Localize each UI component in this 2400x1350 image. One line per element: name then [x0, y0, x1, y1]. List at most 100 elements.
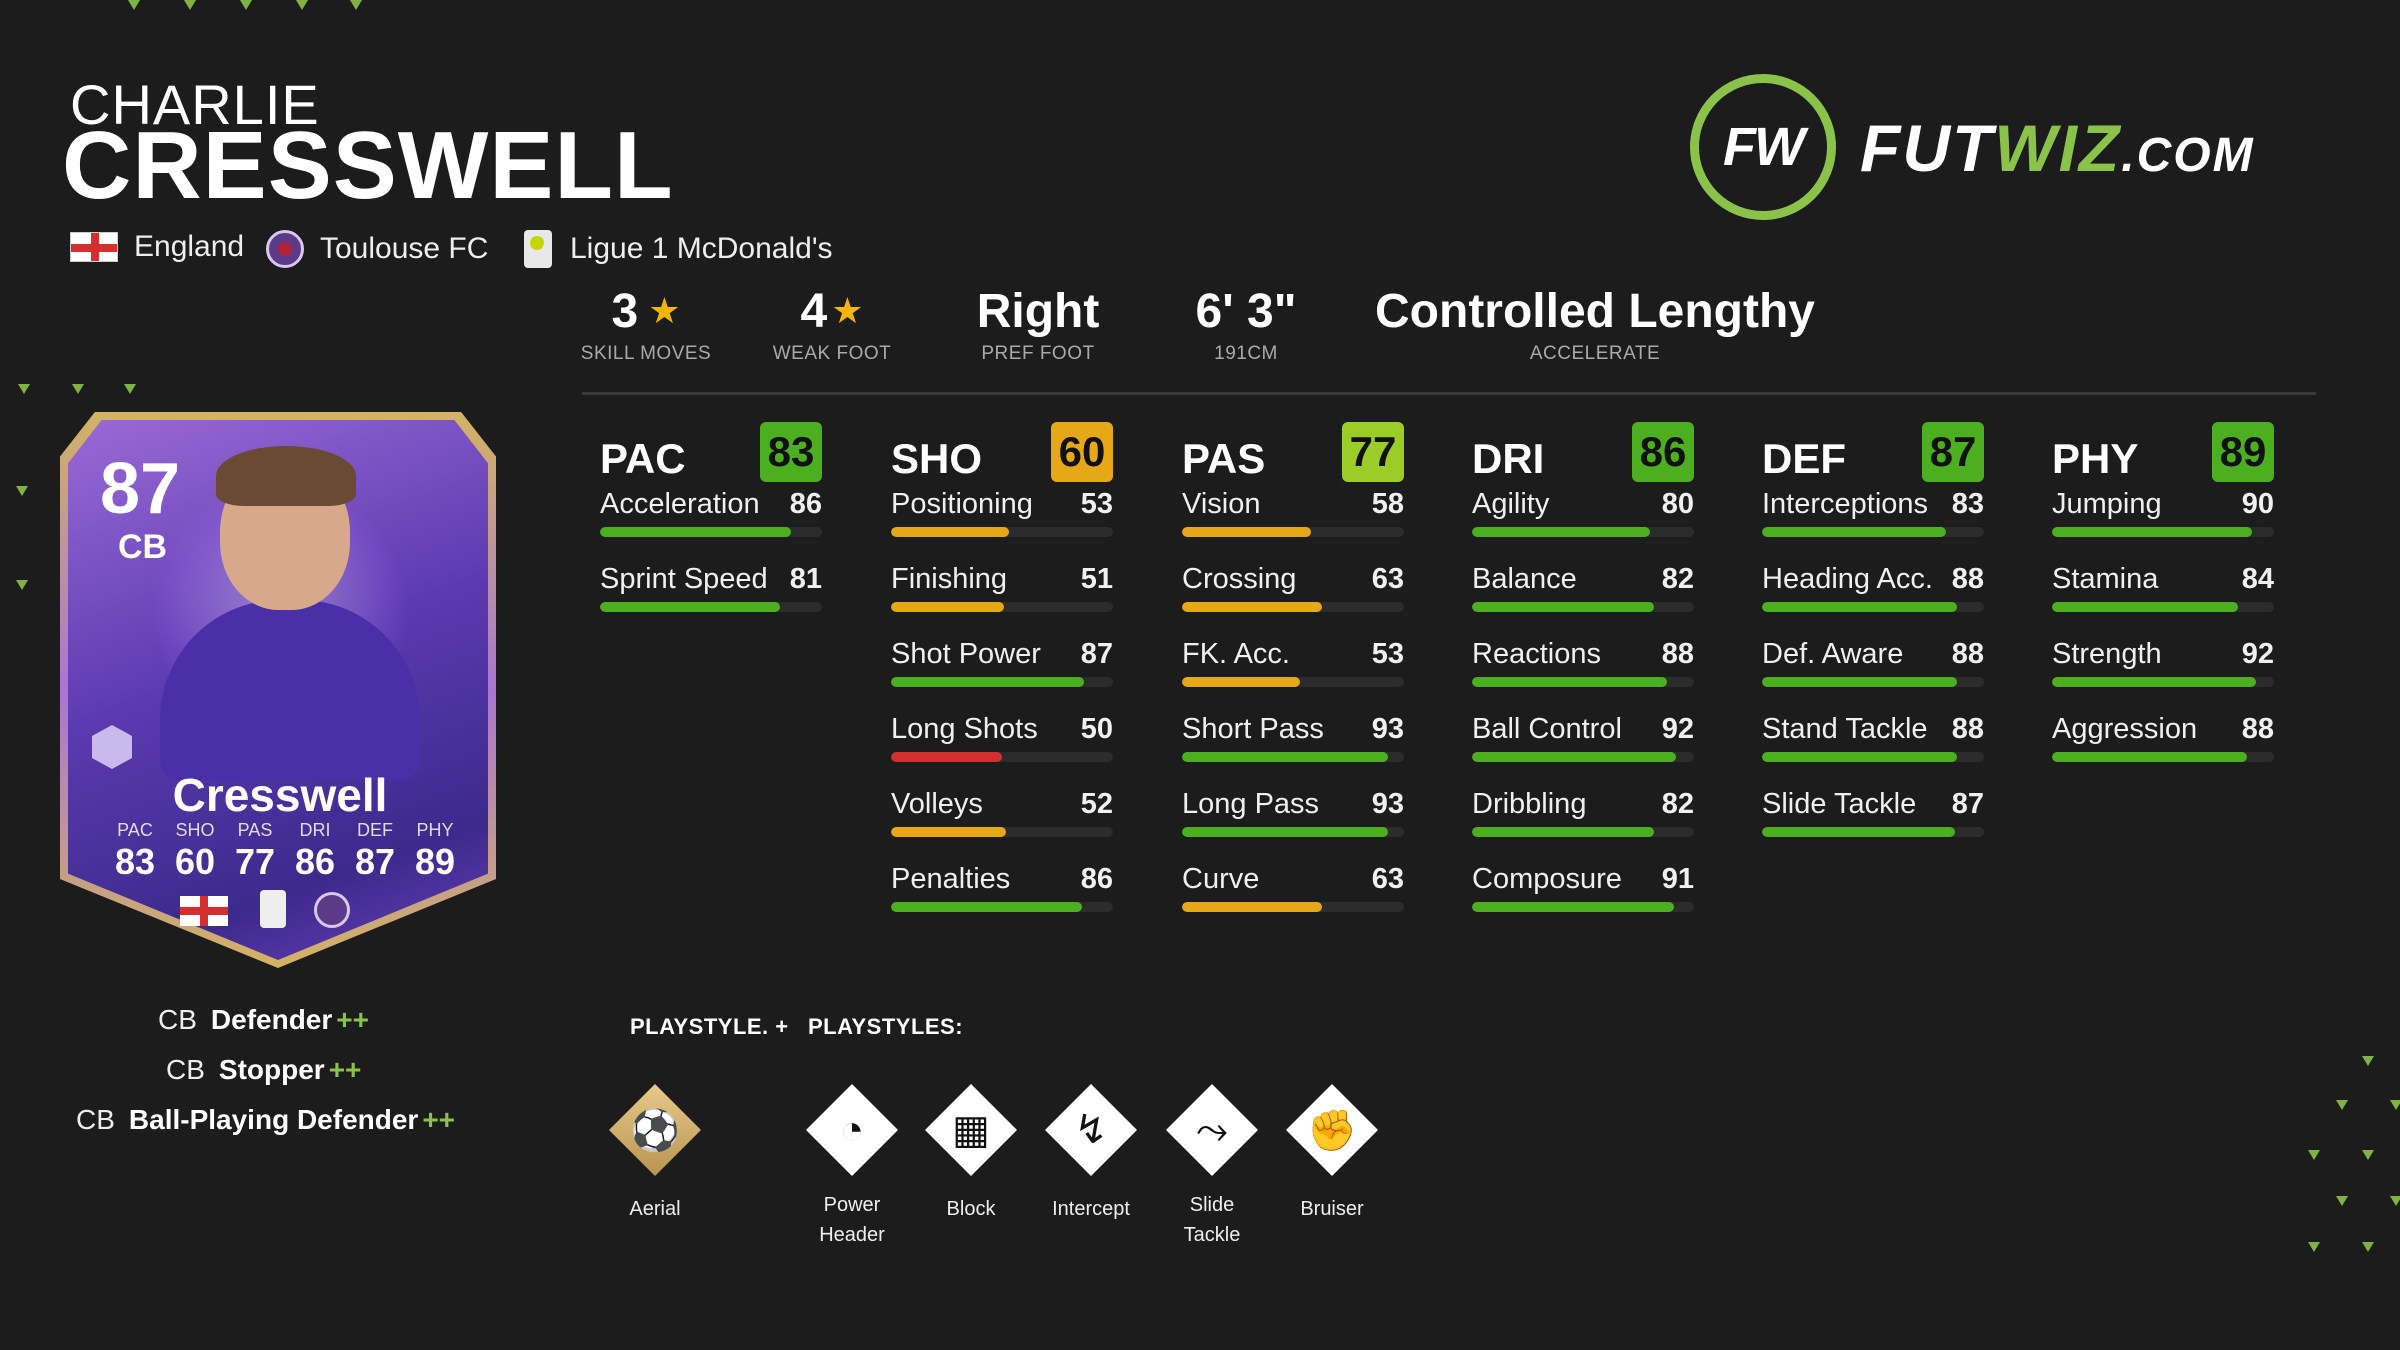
stat-column-header: SHO 60: [891, 422, 1113, 482]
block-icon: ▦: [925, 1084, 1017, 1176]
stat-label: Volleys: [891, 788, 983, 820]
player-first-name: CHARLIE: [70, 73, 320, 136]
stat-row: Strength 92: [2052, 638, 2274, 699]
stat-value: 92: [1661, 713, 1694, 745]
stat-value: 63: [1371, 563, 1404, 595]
height-info: 6' 3" 191CM: [1166, 284, 1326, 365]
stat-bar-fill: [1762, 752, 1958, 762]
stat-bar-track: [600, 527, 822, 537]
card-stat-pas: PAS 77: [234, 820, 276, 882]
stat-row: Interceptions 83: [1762, 488, 1984, 549]
stat-bar-track: [1182, 752, 1404, 762]
stat-bar-fill: [1472, 902, 1675, 912]
star-icon: ★: [831, 290, 864, 331]
card-england-flag-icon: [180, 896, 228, 926]
stat-column-dri: DRI 86 Agility 80 Balance 82 Reactions 88 Ball C…: [1472, 422, 1694, 924]
stat-bar-fill: [2052, 677, 2257, 687]
playstyle-block[interactable]: ▦ Block: [906, 1084, 1036, 1224]
playstyle-bruiser[interactable]: ✊ Bruiser: [1267, 1084, 1397, 1224]
stat-bar-fill: [1472, 752, 1677, 762]
card-stat-dri: DRI 86: [294, 820, 336, 882]
stat-column-pas: PAS 77 Vision 58 Crossing 63 FK. Acc. 53 Short P…: [1182, 422, 1404, 924]
stat-row: Heading Acc. 88: [1762, 563, 1984, 624]
stat-label: Slide Tackle: [1762, 788, 1917, 820]
stat-bar-fill: [1182, 827, 1389, 837]
card-rating: 87: [100, 449, 181, 529]
futwiz-logo-icon[interactable]: FW: [1690, 74, 1836, 220]
stat-value: 90: [2241, 488, 2274, 520]
stat-label: Interceptions: [1762, 488, 1929, 520]
stat-value: 81: [789, 563, 822, 595]
stat-row: Composure 91: [1472, 863, 1694, 924]
skill-moves-label: SKILL MOVES: [580, 343, 712, 364]
stat-bar-fill: [891, 527, 1009, 537]
stat-category-rating: 83: [760, 422, 822, 482]
stat-bar-track: [1182, 677, 1404, 687]
stat-bar-track: [891, 527, 1113, 537]
stat-label: Penalties: [891, 863, 1011, 895]
stat-bar-track: [1762, 827, 1984, 837]
stat-bar-track: [1762, 527, 1984, 537]
stat-bar-fill: [1182, 677, 1300, 687]
stat-value: 86: [789, 488, 822, 520]
playstyle-aerial[interactable]: ⚽ Aerial: [590, 1084, 720, 1224]
stat-bar-track: [2052, 602, 2274, 612]
stat-row: Jumping 90: [2052, 488, 2274, 549]
stat-bar-track: [2052, 527, 2274, 537]
stat-column-sho: SHO 60 Positioning 53 Finishing 51 Shot Power 8…: [891, 422, 1113, 924]
stat-category-rating: 77: [1342, 422, 1404, 482]
accelerate-value: Controlled Lengthy: [1375, 285, 1815, 338]
stat-column-phy: PHY 89 Jumping 90 Stamina 84 Strength 92 Aggress…: [2052, 422, 2274, 774]
stat-row: Curve 63: [1182, 863, 1404, 924]
stat-row: Long Pass 93: [1182, 788, 1404, 849]
stat-label: Ball Control: [1472, 713, 1622, 745]
stat-label: Balance: [1472, 563, 1577, 595]
stat-value: 63: [1371, 863, 1404, 895]
club-name: Toulouse FC: [320, 232, 489, 265]
stat-category-label: DEF: [1762, 435, 1846, 482]
stat-value: 88: [1951, 563, 1984, 595]
stat-bar-fill: [1762, 527, 1947, 537]
stat-value: 93: [1371, 713, 1404, 745]
stat-bar-fill: [1182, 752, 1389, 762]
stat-category-label: PAC: [600, 435, 686, 482]
stat-row: Vision 58: [1182, 488, 1404, 549]
stat-category-rating: 86: [1632, 422, 1694, 482]
stat-value: 93: [1371, 788, 1404, 820]
playstyle-power-header[interactable]: ◔ Power Header: [787, 1084, 917, 1250]
stat-bar-fill: [891, 602, 1005, 612]
stat-bar-track: [1472, 677, 1694, 687]
stat-category-rating: 60: [1051, 422, 1113, 482]
futwiz-wordmark[interactable]: FUTWIZ.COM: [1860, 111, 2255, 185]
stat-row: Stamina 84: [2052, 563, 2274, 624]
role-ball-playing-defender: CB Ball-Playing Defender ++: [76, 1104, 456, 1135]
stat-column-header: PAS 77: [1182, 422, 1404, 482]
stat-bar-track: [2052, 677, 2274, 687]
stat-row: Balance 82: [1472, 563, 1694, 624]
nation-info: England: [70, 230, 244, 264]
weak-foot-label: WEAK FOOT: [772, 343, 892, 364]
stat-label: Finishing: [891, 563, 1008, 595]
stat-row: Positioning 53: [891, 488, 1113, 549]
stat-label: Acceleration: [600, 488, 760, 520]
card-stat-sho: SHO 60: [174, 820, 216, 882]
stat-value: 51: [1080, 563, 1113, 595]
playstyle-plus-label: PLAYSTYLE. +: [630, 1014, 789, 1039]
bruiser-icon: ✊: [1286, 1084, 1378, 1176]
stat-label: Agility: [1472, 488, 1550, 520]
club-info: Toulouse FC: [266, 230, 488, 268]
stat-row: Volleys 52: [891, 788, 1113, 849]
stat-column-header: DRI 86: [1472, 422, 1694, 482]
stat-column-header: DEF 87: [1762, 422, 1984, 482]
playstyle-intercept[interactable]: ↯ Intercept: [1026, 1084, 1156, 1224]
star-icon: ★: [648, 290, 681, 331]
stat-bar-track: [1182, 902, 1404, 912]
player-card[interactable]: 87 CB Cresswell PAC 83 SHO 60 PAS 77 DRI 86 …: [50, 400, 510, 970]
stat-value: 88: [1951, 638, 1984, 670]
playstyle-slide-tackle[interactable]: ⤳ Slide Tackle: [1147, 1084, 1277, 1250]
stat-bar-track: [1762, 677, 1984, 687]
stat-label: Stand Tackle: [1762, 713, 1928, 745]
stat-value: 84: [2241, 563, 2274, 595]
stat-bar-fill: [1472, 827, 1655, 837]
slide-tackle-icon: ⤳: [1166, 1084, 1258, 1176]
